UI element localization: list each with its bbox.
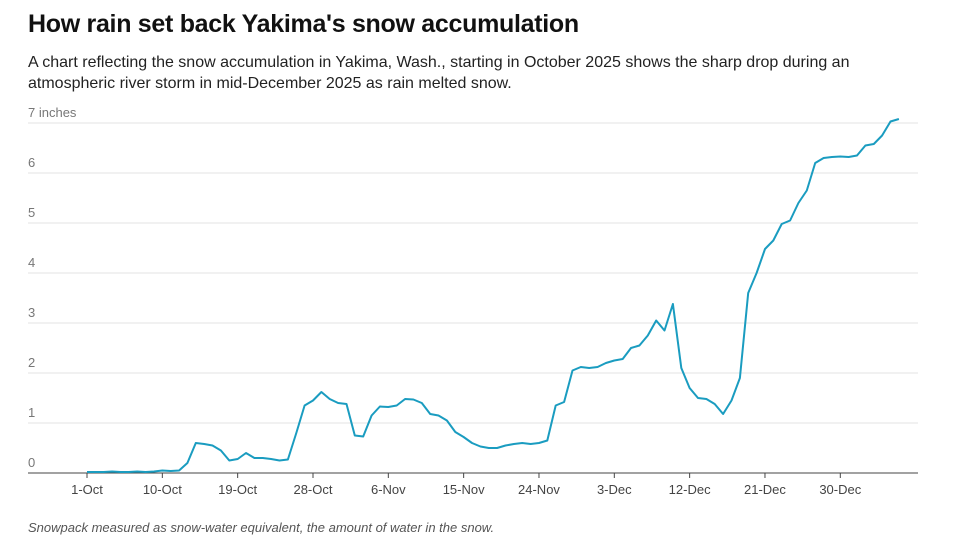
chart: 0 1 2 3 4 5 6 7 inches 1-Oct 10-Oct 19-Oct 28-Oct 6-… <box>28 105 918 497</box>
x-tick-label: 3-Dec <box>597 482 632 497</box>
x-tick-label: 15-Nov <box>443 482 485 497</box>
y-tick-label: 0 <box>28 455 35 470</box>
chart-note: Snowpack measured as snow-water equivale… <box>28 520 495 535</box>
x-tick-label: 21-Dec <box>744 482 786 497</box>
y-tick-label: 7 inches <box>28 105 77 120</box>
y-tick-label: 2 <box>28 355 35 370</box>
x-tick-label: 24-Nov <box>518 482 560 497</box>
y-tick-label: 4 <box>28 255 35 270</box>
y-tick-label: 6 <box>28 155 35 170</box>
x-tick-label: 10-Oct <box>143 482 182 497</box>
x-tick-label: 12-Dec <box>669 482 711 497</box>
x-tick-label: 28-Oct <box>293 482 332 497</box>
x-tick-label: 1-Oct <box>71 482 103 497</box>
y-tick-label: 3 <box>28 305 35 320</box>
x-tick-label: 19-Oct <box>218 482 257 497</box>
chart-title: How rain set back Yakima's snow accumula… <box>28 10 579 38</box>
x-tick-label: 30-Dec <box>819 482 861 497</box>
data-line <box>87 118 900 473</box>
y-tick-label: 5 <box>28 205 35 220</box>
x-tick-label: 6-Nov <box>371 482 406 497</box>
y-tick-label: 1 <box>28 405 35 420</box>
chart-subtitle: A chart reflecting the snow accumulation… <box>28 54 850 92</box>
